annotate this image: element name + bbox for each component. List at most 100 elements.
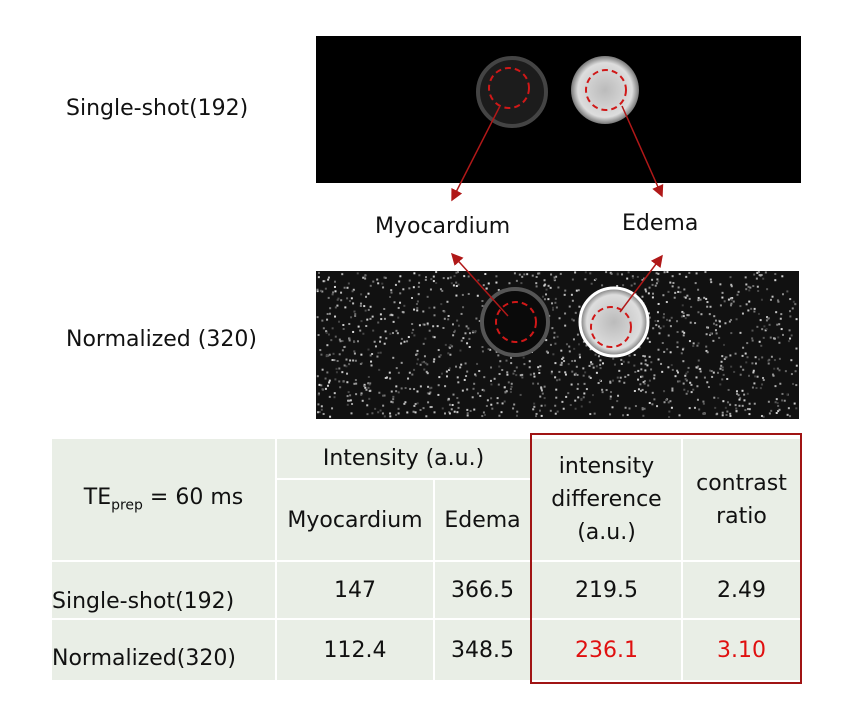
noise <box>396 332 399 335</box>
noise <box>730 285 733 288</box>
noise <box>720 360 723 363</box>
noise <box>454 329 457 332</box>
noise <box>667 290 670 293</box>
noise <box>490 403 493 406</box>
noise <box>364 386 367 389</box>
noise <box>390 289 393 292</box>
noise <box>392 395 395 398</box>
noise <box>512 372 515 375</box>
noise <box>416 390 419 393</box>
noise <box>398 280 401 283</box>
noise <box>699 370 702 373</box>
noise <box>403 340 406 343</box>
noise <box>368 383 371 386</box>
noise <box>428 306 431 309</box>
noise <box>466 342 469 345</box>
noise <box>676 346 679 349</box>
noise <box>772 337 775 340</box>
noise <box>337 297 340 300</box>
noise <box>427 385 430 388</box>
noise <box>592 366 595 369</box>
noise <box>377 351 380 354</box>
noise <box>417 285 420 288</box>
noise <box>567 363 570 366</box>
noise <box>638 346 641 349</box>
noise <box>748 413 751 416</box>
noise <box>490 366 493 369</box>
noise <box>426 372 429 375</box>
noise <box>483 376 486 379</box>
noise <box>564 371 567 374</box>
noise <box>738 398 741 401</box>
noise <box>473 408 476 411</box>
noise <box>485 287 488 290</box>
noise <box>515 366 518 369</box>
noise <box>455 294 458 297</box>
noise <box>779 382 782 385</box>
noise <box>359 329 362 332</box>
noise <box>347 399 350 402</box>
noise <box>706 381 709 384</box>
noise <box>746 392 749 395</box>
noise <box>657 348 660 351</box>
noise <box>707 326 710 329</box>
noise <box>641 408 644 411</box>
noise <box>363 275 366 278</box>
noise <box>622 360 625 363</box>
noise <box>688 271 691 274</box>
noise <box>689 321 692 324</box>
noise <box>395 413 398 416</box>
noise <box>721 411 724 414</box>
noise <box>523 273 526 276</box>
noise <box>684 296 687 299</box>
noise <box>360 293 363 296</box>
noise <box>410 297 413 300</box>
noise <box>676 369 679 372</box>
noise <box>326 371 329 374</box>
noise <box>719 283 722 286</box>
noise <box>447 277 450 280</box>
noise <box>711 375 714 378</box>
noise <box>546 351 549 354</box>
noise <box>760 344 763 347</box>
noise <box>676 320 679 323</box>
noise <box>653 377 656 380</box>
noise <box>554 342 557 345</box>
noise <box>788 310 791 313</box>
noise <box>753 402 756 405</box>
noise <box>624 406 627 409</box>
noise <box>317 403 320 406</box>
noise <box>622 414 625 417</box>
noise <box>490 383 493 386</box>
noise <box>430 405 433 408</box>
noise <box>370 364 373 367</box>
noise <box>316 375 319 378</box>
noise <box>582 396 585 399</box>
noise <box>570 383 573 386</box>
noise <box>634 405 637 408</box>
noise <box>729 414 732 417</box>
noise <box>703 296 706 299</box>
noise <box>526 273 529 276</box>
noise <box>640 368 643 371</box>
noise <box>593 412 596 415</box>
noise <box>789 415 792 418</box>
noise <box>792 382 795 385</box>
noise <box>324 387 327 390</box>
noise <box>699 367 702 370</box>
noise <box>773 367 776 370</box>
noise <box>774 273 777 276</box>
noise <box>549 286 552 289</box>
noise <box>450 282 453 285</box>
noise <box>631 275 634 278</box>
noise <box>621 273 624 276</box>
noise <box>618 369 621 372</box>
noise <box>341 340 344 343</box>
noise <box>338 380 341 383</box>
noise <box>761 356 764 359</box>
noise <box>683 295 686 298</box>
noise <box>468 332 471 335</box>
noise <box>760 414 763 417</box>
noise <box>407 336 410 339</box>
noise <box>553 331 556 334</box>
